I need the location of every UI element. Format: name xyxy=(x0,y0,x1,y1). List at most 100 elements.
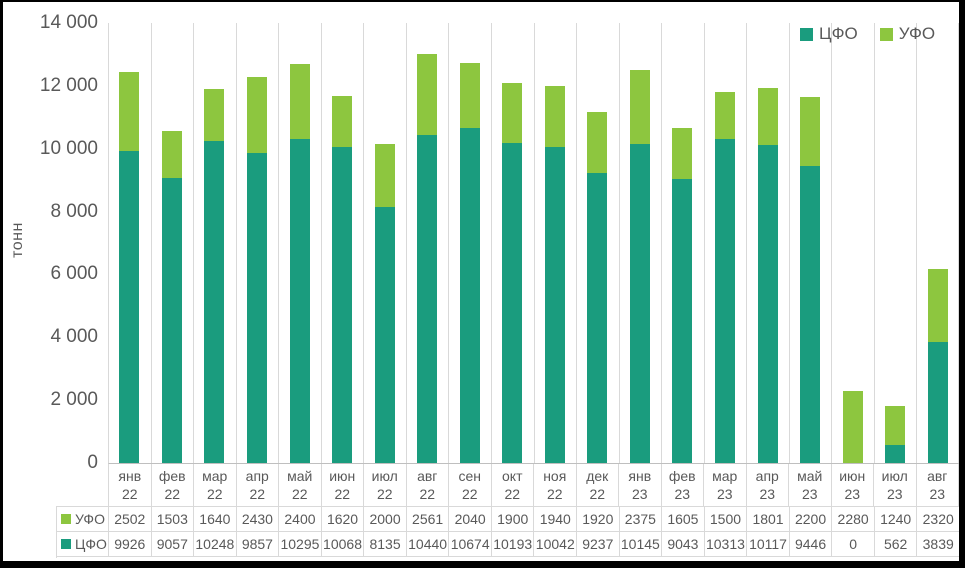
x-label-year: 22 xyxy=(504,486,521,502)
x-axis-label-11: дек 22 xyxy=(577,464,619,506)
y-axis-ticks: 0 2 000 4 000 6 000 8 000 10 000 12 000 14 000 xyxy=(3,2,100,561)
table-cell-ufo-15: 1801 xyxy=(747,507,790,532)
x-label-year: 22 xyxy=(419,486,436,502)
bar-segment-ufo-3 xyxy=(246,76,267,154)
table-cell-ufo-3: 2430 xyxy=(236,507,280,532)
bar-segment-ufo-4 xyxy=(289,64,310,140)
x-axis-label-2: мар 22 xyxy=(194,464,237,506)
legend-item-ufo: УФО xyxy=(879,24,936,44)
table-cell-ufo-1: 1503 xyxy=(151,507,195,532)
bar-segment-ufo-2 xyxy=(204,89,225,141)
x-label-year: 23 xyxy=(886,486,903,502)
table-cell-cfo-5: 10068 xyxy=(321,532,365,557)
bar-segment-ufo-8 xyxy=(459,63,480,128)
gridline xyxy=(278,23,280,463)
x-label-month: окт xyxy=(502,468,523,484)
gridline xyxy=(150,23,152,463)
x-label-month: фев xyxy=(158,468,186,484)
x-label-month: дек xyxy=(586,468,609,484)
table-cell-cfo-12: 10145 xyxy=(619,532,663,557)
x-label-year: 22 xyxy=(291,486,308,502)
bar-segment-ufo-6 xyxy=(374,144,395,208)
x-axis-label-13: фев 23 xyxy=(662,464,704,506)
gridline xyxy=(916,23,918,463)
x-axis-label-14: мар 23 xyxy=(704,464,747,506)
gridline xyxy=(405,23,407,463)
x-axis-label-19: авг 23 xyxy=(917,464,959,506)
table-cell-ufo-4: 2400 xyxy=(279,507,322,532)
table-cell-cfo-16: 9446 xyxy=(789,532,833,557)
x-label-year: 23 xyxy=(716,486,733,502)
x-label-year: 22 xyxy=(249,486,266,502)
bar-segment-ufo-19 xyxy=(927,269,948,343)
table-cell-ufo-5: 1620 xyxy=(321,507,365,532)
legend-swatch-cfo xyxy=(800,27,813,41)
bar-segment-ufo-1 xyxy=(161,131,182,179)
x-label-month: апр xyxy=(755,468,779,484)
bar-segment-cfo-9 xyxy=(502,142,523,463)
bar-segment-ufo-10 xyxy=(544,86,565,148)
table-cell-cfo-8: 10674 xyxy=(449,532,492,557)
x-label-year: 23 xyxy=(929,486,946,502)
bar-segment-cfo-4 xyxy=(289,139,310,463)
bar-segment-ufo-16 xyxy=(800,97,821,167)
table-cell-ufo-18: 1240 xyxy=(874,507,918,532)
table-row-name-cfo: ЦФО xyxy=(75,536,107,552)
table-row-label-ufo: УФО xyxy=(57,507,109,532)
y-tick-label: 14 000 xyxy=(39,12,98,33)
table-cell-ufo-17: 2280 xyxy=(832,507,875,532)
bar-segment-cfo-0 xyxy=(119,151,140,463)
table-cell-cfo-0: 9926 xyxy=(109,532,152,557)
legend: ЦФО УФО xyxy=(800,24,935,44)
x-label-year: 23 xyxy=(674,486,691,502)
y-tick-label: 8 000 xyxy=(50,200,98,222)
x-axis-label-5: июн 22 xyxy=(322,464,364,506)
gridline xyxy=(661,23,663,463)
legend-label-ufo: УФО xyxy=(898,24,936,43)
bar-segment-cfo-8 xyxy=(459,127,480,463)
gridline xyxy=(788,23,790,463)
gridline xyxy=(320,23,322,463)
table-cell-ufo-0: 2502 xyxy=(109,507,152,532)
table-cell-cfo-13: 9043 xyxy=(662,532,705,557)
x-axis-label-0: янв 22 xyxy=(109,464,152,506)
x-label-month: фев xyxy=(668,468,696,484)
x-axis-label-18: июл 23 xyxy=(874,464,917,506)
bar-segment-cfo-13 xyxy=(672,178,693,463)
y-tick-label: 0 xyxy=(87,452,98,473)
x-label-month: мар xyxy=(712,468,738,484)
x-axis-labels: янв 22 фев 22 мар 22 апр 22 май 22 июн 22 июл 22 авг 22… xyxy=(108,463,959,506)
table-cell-ufo-8: 2040 xyxy=(449,507,492,532)
table-cell-cfo-15: 10117 xyxy=(747,532,790,557)
table-cell-ufo-19: 2320 xyxy=(917,507,959,532)
x-axis-label-4: май 22 xyxy=(279,464,322,506)
table-cell-ufo-10: 1940 xyxy=(534,507,578,532)
x-label-year: 23 xyxy=(759,486,776,502)
bar-segment-ufo-13 xyxy=(672,128,693,179)
x-label-year: 22 xyxy=(334,486,351,502)
x-label-year: 23 xyxy=(844,486,861,502)
x-label-month: ноя xyxy=(543,468,567,484)
table-cell-cfo-6: 8135 xyxy=(364,532,407,557)
x-label-month: июн xyxy=(839,468,866,484)
legend-swatch-ufo xyxy=(879,27,893,41)
x-axis-label-1: фев 22 xyxy=(152,464,194,506)
table-cell-ufo-9: 1900 xyxy=(491,507,535,532)
x-label-year: 22 xyxy=(121,486,138,502)
bar-segment-cfo-19 xyxy=(927,342,948,463)
table-row-label-cfo: ЦФО xyxy=(57,532,109,557)
gridline xyxy=(703,23,705,463)
gridline xyxy=(533,23,535,463)
x-label-month: июл xyxy=(881,468,908,484)
table-cell-cfo-17: 0 xyxy=(832,532,875,557)
x-label-month: июл xyxy=(371,468,398,484)
table-cell-cfo-1: 9057 xyxy=(151,532,195,557)
bar-segment-cfo-1 xyxy=(161,178,182,463)
y-tick-label: 4 000 xyxy=(50,326,98,348)
x-label-month: сен xyxy=(458,468,482,484)
x-axis-label-17: июн 23 xyxy=(832,464,874,506)
bar-segment-cfo-5 xyxy=(332,146,352,463)
x-label-month: янв xyxy=(628,468,652,484)
x-axis-label-16: май 23 xyxy=(789,464,832,506)
